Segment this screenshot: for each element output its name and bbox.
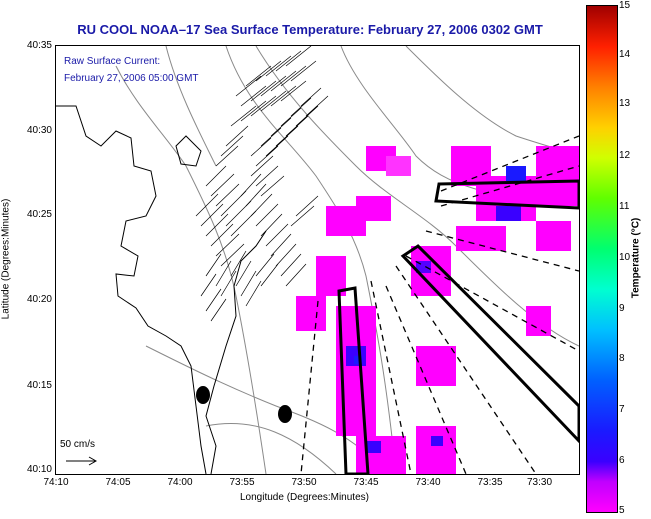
x-axis-title: Longitude (Degrees:Minutes) bbox=[240, 492, 369, 503]
x-tick-label: 73:55 bbox=[229, 477, 255, 488]
y-tick-label: 40:30 bbox=[26, 125, 52, 136]
map-canvas bbox=[56, 46, 579, 474]
x-tick-label: 73:40 bbox=[415, 477, 441, 488]
buoy-markers bbox=[196, 386, 292, 423]
x-tick-label: 74:00 bbox=[167, 477, 193, 488]
colorbar-tick: 10 bbox=[619, 252, 631, 263]
colorbar-tick: 12 bbox=[619, 150, 631, 161]
survey-boxes bbox=[337, 179, 579, 474]
buoy-marker-east bbox=[278, 405, 292, 423]
coastline bbox=[56, 105, 267, 474]
y-tick-label: 40:15 bbox=[26, 380, 52, 391]
x-tick-label: 73:30 bbox=[527, 477, 553, 488]
vector-field bbox=[195, 46, 329, 322]
x-tick-label: 74:05 bbox=[105, 477, 131, 488]
annotation-line-1: Raw Surface Current: bbox=[64, 56, 161, 67]
colorbar-tick: 9 bbox=[619, 303, 625, 314]
y-tick-label: 40:10 bbox=[26, 464, 52, 475]
y-tick-label: 40:20 bbox=[26, 294, 52, 305]
colorbar-tick: 15 bbox=[619, 0, 631, 11]
y-tick-label: 40:35 bbox=[26, 40, 52, 51]
map-title: RU COOL NOAA–17 Sea Surface Temperature:… bbox=[77, 22, 543, 37]
scale-arrow bbox=[66, 456, 98, 466]
map-frame[interactable]: Raw Surface Current: February 27, 2006 0… bbox=[55, 45, 580, 475]
colorbar-title: Temperature (°C) bbox=[630, 217, 642, 299]
y-axis-title: Latitude (Degrees:Minutes) bbox=[0, 198, 12, 320]
colorbar-tick: 5 bbox=[619, 505, 625, 516]
x-tick-label: 73:45 bbox=[353, 477, 379, 488]
x-tick-label: 73:35 bbox=[477, 477, 503, 488]
sst-patches bbox=[296, 146, 579, 474]
temperature-colorbar bbox=[586, 5, 618, 513]
buoy-marker-west bbox=[196, 386, 210, 404]
colorbar-tick: 11 bbox=[619, 201, 630, 212]
x-tick-label: 74:10 bbox=[43, 477, 69, 488]
colorbar-tick: 6 bbox=[619, 455, 625, 466]
annotation-line-2: February 27, 2006 05:00 GMT bbox=[64, 73, 199, 84]
colorbar-tick: 14 bbox=[619, 49, 631, 60]
dashed-lines bbox=[300, 135, 579, 474]
x-tick-label: 73:50 bbox=[291, 477, 317, 488]
colorbar-tick: 8 bbox=[619, 353, 625, 364]
colorbar-tick: 7 bbox=[619, 404, 625, 415]
scale-label: 50 cm/s bbox=[60, 439, 96, 450]
colorbar-tick: 13 bbox=[619, 98, 631, 109]
y-tick-label: 40:25 bbox=[26, 209, 52, 220]
